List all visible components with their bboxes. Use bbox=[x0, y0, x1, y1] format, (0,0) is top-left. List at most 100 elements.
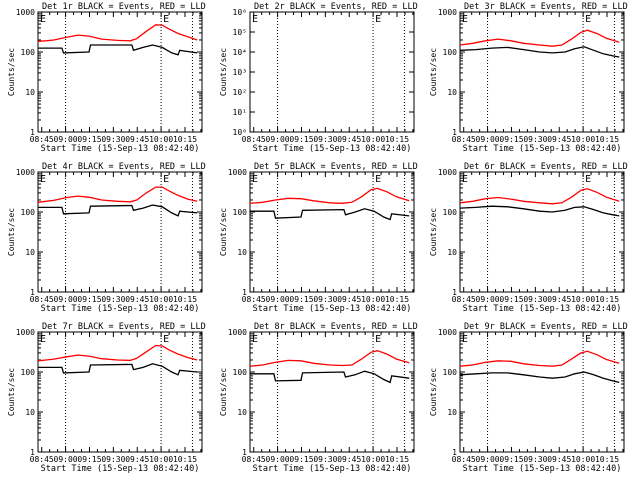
y-tick-label: 1000 bbox=[16, 328, 35, 337]
x-tick-label: 09:45 bbox=[337, 455, 361, 464]
x-tick-label: 10:15 bbox=[385, 295, 409, 304]
panel-det-5: Det 5r BLACK = Events, RED = LLD E E 1 10 100… bbox=[219, 162, 418, 314]
x-tick-label: 09:45 bbox=[125, 295, 149, 304]
x-tick-label: 09:00 bbox=[54, 295, 78, 304]
x-tick-label: 10:00 bbox=[571, 295, 595, 304]
e-marker: E bbox=[585, 14, 591, 25]
x-tick-label: 10:00 bbox=[571, 135, 595, 144]
e-marker: E bbox=[462, 14, 468, 25]
lld-rate-line bbox=[37, 344, 198, 362]
y-tick-label: 1000 bbox=[228, 328, 247, 337]
x-tick-label: 10:15 bbox=[595, 455, 619, 464]
plot-frame bbox=[459, 171, 625, 293]
y-tick-label: 100 bbox=[443, 208, 458, 217]
lld-rate-line bbox=[249, 350, 410, 367]
x-tick-label: 10:00 bbox=[149, 135, 173, 144]
x-tick-label: 10:00 bbox=[571, 455, 595, 464]
lld-rate-line bbox=[459, 188, 620, 205]
panel-title: Det 2r BLACK = Events, RED = LLD bbox=[254, 2, 418, 12]
x-tick-label: 09:15 bbox=[499, 295, 523, 304]
x-tick-label: 08:45 bbox=[30, 135, 54, 144]
x-axis-label: Start Time (15-Sep-13 08:42:40) bbox=[253, 304, 412, 314]
e-marker: E bbox=[462, 174, 468, 185]
y-tick-label: 1000 bbox=[16, 8, 35, 17]
y-axis-label: Counts/sec bbox=[429, 368, 438, 416]
y-tick-label: 10 bbox=[447, 88, 457, 97]
e-marker: E bbox=[375, 174, 381, 185]
events-rate-line bbox=[38, 363, 198, 376]
x-tick-label: 09:30 bbox=[101, 135, 125, 144]
x-tick-label: 09:15 bbox=[77, 295, 101, 304]
x-tick-label: 09:45 bbox=[337, 295, 361, 304]
x-axis-label: Start Time (15-Sep-13 08:42:40) bbox=[253, 144, 412, 154]
y-tick-label: 10 bbox=[25, 248, 35, 257]
x-axis-label: Start Time (15-Sep-13 08:42:40) bbox=[41, 144, 200, 154]
panel-title: Det 4r BLACK = Events, RED = LLD bbox=[42, 162, 206, 172]
e-marker: E bbox=[40, 14, 46, 25]
e-marker: E bbox=[163, 14, 169, 25]
x-tick-label: 10:15 bbox=[595, 295, 619, 304]
y-tick-label: 1 bbox=[242, 288, 247, 297]
y-tick-label: 10⁶ bbox=[233, 8, 247, 17]
x-tick-label: 09:30 bbox=[523, 295, 547, 304]
x-tick-label: 09:00 bbox=[54, 455, 78, 464]
y-axis-label: Counts/sec bbox=[219, 208, 228, 256]
y-tick-label: 100 bbox=[21, 208, 36, 217]
x-tick-label: 09:15 bbox=[289, 295, 313, 304]
x-tick-label: 09:00 bbox=[476, 295, 500, 304]
y-tick-label: 1000 bbox=[438, 168, 457, 177]
x-tick-label: 09:45 bbox=[337, 135, 361, 144]
lld-rate-line bbox=[459, 29, 620, 47]
x-tick-label: 09:45 bbox=[547, 135, 571, 144]
events-rate-line bbox=[38, 44, 198, 56]
x-axis-label: Start Time (15-Sep-13 08:42:40) bbox=[463, 304, 622, 314]
x-tick-label: 09:45 bbox=[125, 455, 149, 464]
events-rate-line bbox=[250, 370, 410, 384]
y-tick-label: 10¹ bbox=[233, 108, 247, 117]
e-marker: E bbox=[375, 14, 381, 25]
y-axis-label: Counts/sec bbox=[7, 208, 16, 256]
x-tick-label: 10:15 bbox=[173, 455, 197, 464]
panel-det-9: Det 9r BLACK = Events, RED = LLD E E 1 10 100… bbox=[429, 322, 628, 474]
panel-title: Det 8r BLACK = Events, RED = LLD bbox=[254, 322, 418, 332]
panel-det-3: Det 3r BLACK = Events, RED = LLD E E 1 10 100… bbox=[429, 2, 628, 154]
e-marker: E bbox=[585, 174, 591, 185]
y-axis-label: Counts/sec bbox=[219, 368, 228, 416]
y-tick-label: 1 bbox=[452, 448, 457, 457]
panel-title: Det 6r BLACK = Events, RED = LLD bbox=[464, 162, 628, 172]
x-tick-label: 09:30 bbox=[523, 135, 547, 144]
x-tick-label: 09:15 bbox=[289, 455, 313, 464]
x-tick-label: 08:45 bbox=[30, 455, 54, 464]
y-tick-label: 10² bbox=[233, 88, 247, 97]
x-tick-label: 10:00 bbox=[361, 135, 385, 144]
x-tick-label: 10:00 bbox=[149, 295, 173, 304]
x-axis-label: Start Time (15-Sep-13 08:42:40) bbox=[463, 464, 622, 474]
x-tick-label: 09:15 bbox=[77, 455, 101, 464]
y-axis-label: Counts/sec bbox=[7, 48, 16, 96]
x-tick-label: 10:15 bbox=[385, 455, 409, 464]
x-tick-label: 10:00 bbox=[361, 455, 385, 464]
y-axis-label: Counts/sec bbox=[429, 48, 438, 96]
e-marker: E bbox=[252, 334, 258, 345]
y-tick-label: 10 bbox=[447, 408, 457, 417]
y-tick-label: 100 bbox=[233, 368, 248, 377]
x-tick-label: 09:30 bbox=[313, 295, 337, 304]
x-tick-label: 10:15 bbox=[385, 135, 409, 144]
y-tick-label: 10⁰ bbox=[233, 128, 247, 137]
e-marker: E bbox=[252, 174, 258, 185]
panel-title: Det 1r BLACK = Events, RED = LLD bbox=[42, 2, 206, 12]
plot-frame bbox=[459, 11, 625, 133]
x-tick-label: 09:15 bbox=[77, 135, 101, 144]
x-tick-label: 09:15 bbox=[289, 135, 313, 144]
y-tick-label: 10 bbox=[237, 408, 247, 417]
x-tick-label: 09:00 bbox=[266, 455, 290, 464]
y-tick-label: 10 bbox=[25, 408, 35, 417]
y-tick-label: 1 bbox=[30, 128, 35, 137]
y-tick-label: 10 bbox=[237, 248, 247, 257]
y-tick-label: 100 bbox=[21, 48, 36, 57]
y-tick-label: 1 bbox=[452, 288, 457, 297]
y-tick-label: 1000 bbox=[438, 8, 457, 17]
events-rate-line bbox=[459, 46, 620, 58]
